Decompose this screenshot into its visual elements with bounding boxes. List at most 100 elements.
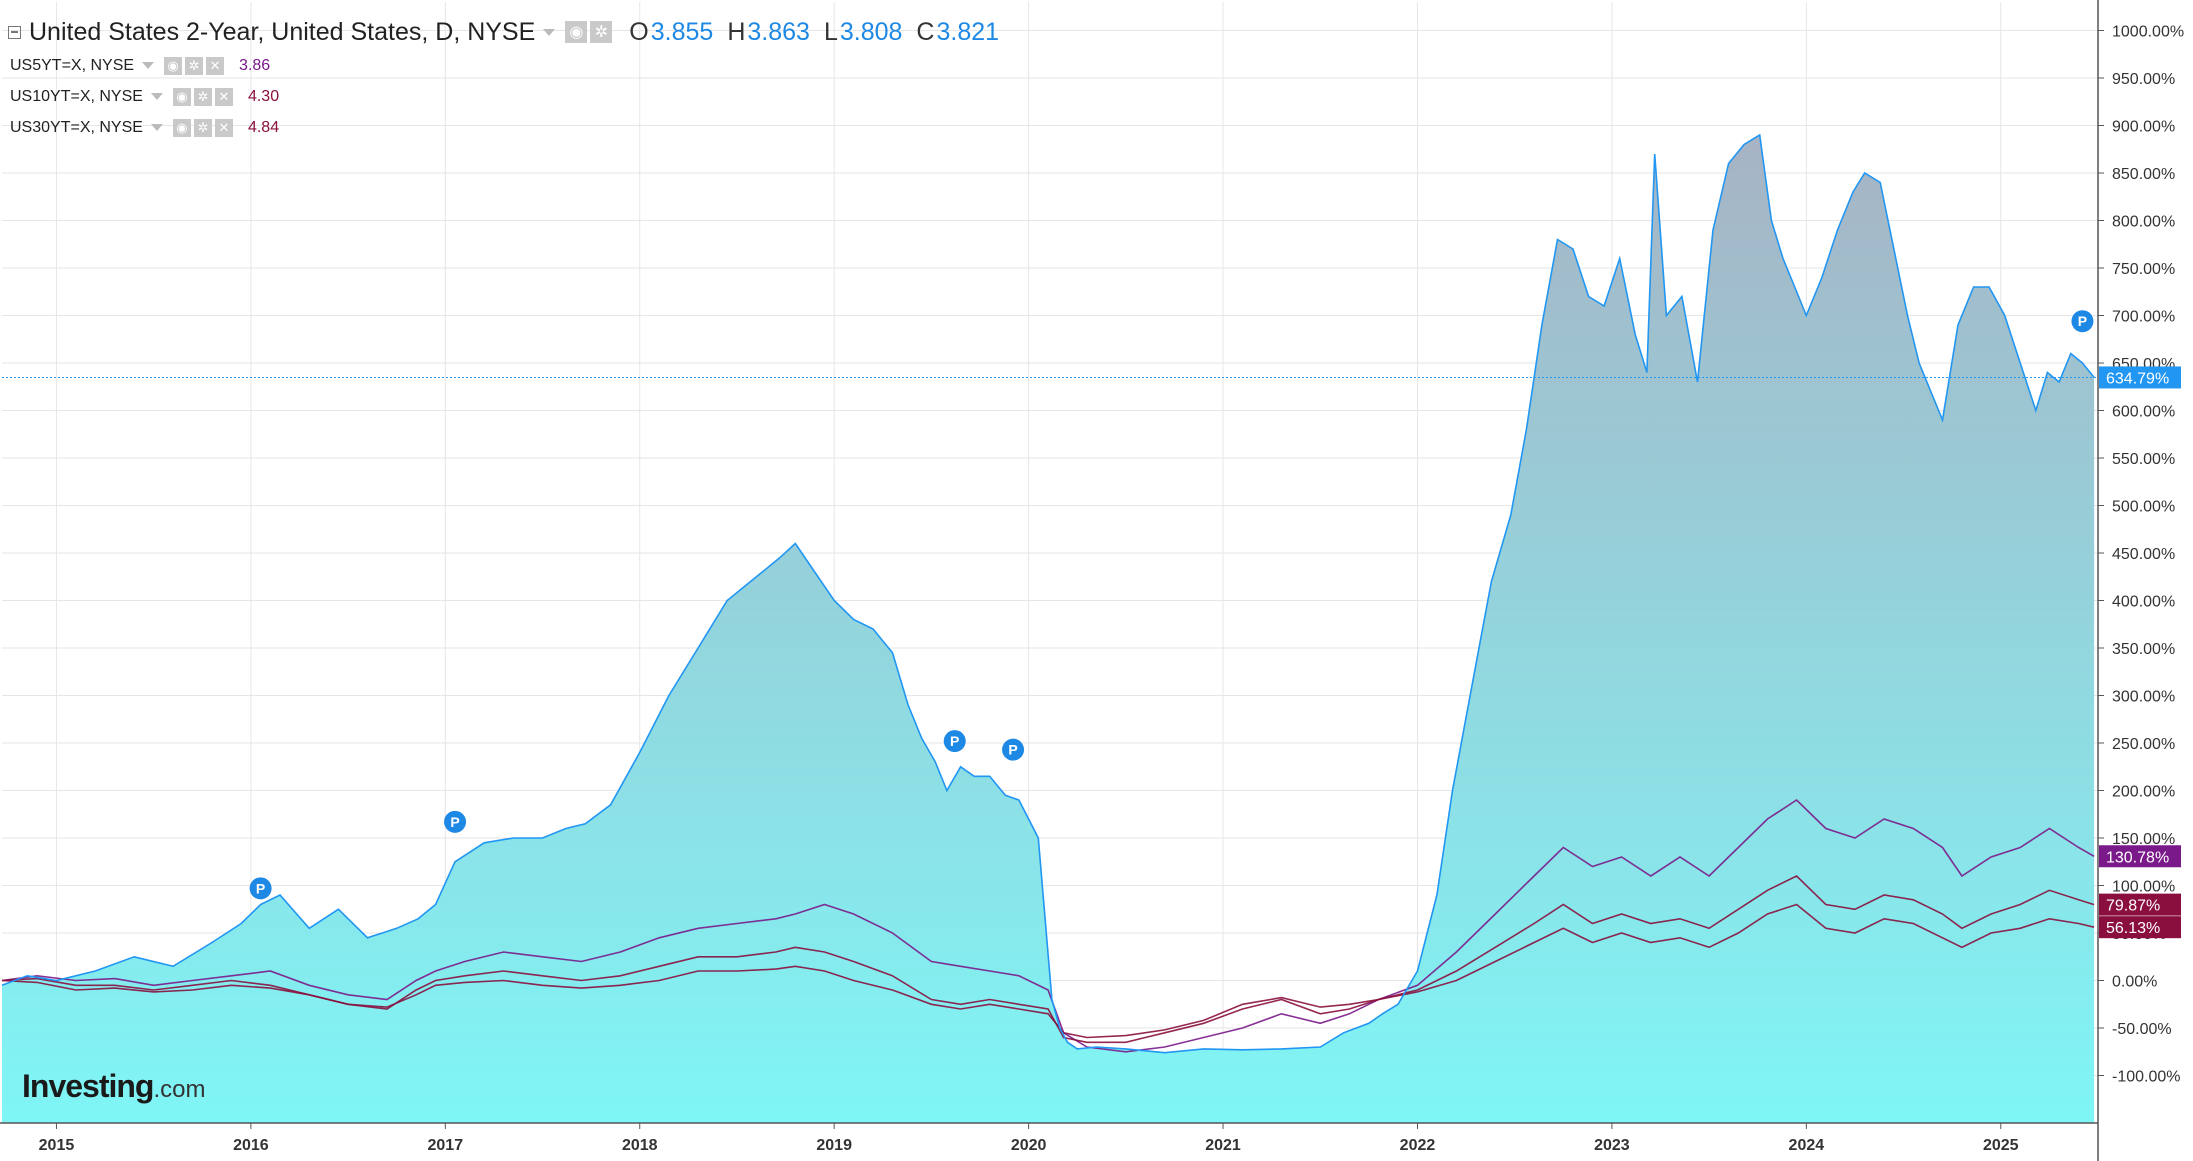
chevron-down-icon[interactable] (543, 28, 556, 36)
last-value-bg (2099, 366, 2181, 389)
marker-dot[interactable] (444, 810, 467, 833)
last-value-text: 79.87% (2106, 898, 2160, 915)
compare-value: 4.30 (247, 87, 280, 105)
y-tick-label: 100.00% (2112, 879, 2175, 896)
x-tick-label: 2025 (1983, 1137, 2019, 1154)
event-markers: P P P P P (249, 310, 2094, 900)
last-value-tag: 130.78% (2099, 845, 2181, 868)
compare-legend-us5y: US5YT=X, NYSE ◉ ✲ ✕ 3.86 (8, 50, 999, 81)
event-marker[interactable]: P (943, 730, 966, 753)
collapse-icon[interactable] (8, 25, 21, 39)
compare-legend-us10y: US10YT=X, NYSE ◉ ✲ ✕ 4.30 (8, 81, 999, 112)
y-tick-label: 200.00% (2112, 784, 2175, 801)
us2y-area (2, 135, 2095, 1123)
y-tick-label: 0.00% (2112, 974, 2157, 991)
last-value-tag: 634.79% (2099, 366, 2181, 389)
x-tick-label: 2022 (1400, 1137, 1436, 1154)
compare-value: 4.84 (247, 118, 280, 136)
close-icon[interactable]: ✕ (214, 87, 233, 106)
last-value-bg (2099, 845, 2181, 868)
y-tick-label: 450.00% (2112, 546, 2175, 563)
gear-icon[interactable]: ✲ (193, 118, 212, 137)
compare-symbol: US10YT=X, NYSE (10, 87, 143, 105)
event-marker[interactable]: P (444, 810, 467, 833)
x-tick-label: 2023 (1594, 1137, 1630, 1154)
y-tick-label: 500.00% (2112, 499, 2175, 516)
chevron-down-icon[interactable] (150, 93, 163, 100)
y-tick-label: 300.00% (2112, 689, 2175, 706)
chevron-down-icon[interactable] (150, 124, 163, 131)
last-value-tag: 56.13% (2099, 916, 2181, 939)
y-tick-label: 700.00% (2112, 309, 2175, 326)
marker-label: P (1008, 742, 1017, 758)
close-icon[interactable]: ✕ (214, 118, 233, 137)
marker-dot[interactable] (1002, 738, 1025, 761)
event-marker[interactable]: P (1002, 738, 1025, 761)
x-tick-label: 2020 (1011, 1137, 1047, 1154)
investing-logo: Investing .com (22, 1068, 205, 1105)
series-line-us5ytx (1, 798, 2095, 1053)
legend-panel: United States 2-Year, United States, D, … (8, 14, 999, 143)
ohlc-low-key: L (823, 17, 838, 46)
series-line-us10ytx (1, 875, 2095, 1044)
marker-label: P (2078, 313, 2087, 329)
ohlc-open-value: 3.855 (650, 17, 714, 46)
y-tick-label: 750.00% (2112, 261, 2175, 278)
eye-icon[interactable]: ◉ (172, 87, 191, 106)
y-tick-label: 400.00% (2112, 594, 2175, 611)
main-series-legend: United States 2-Year, United States, D, … (8, 14, 999, 50)
y-tick-label: 850.00% (2112, 166, 2175, 183)
marker-dot[interactable] (2071, 310, 2094, 333)
event-marker[interactable]: P (2071, 310, 2094, 333)
plot-area[interactable] (1, 133, 2098, 1123)
ohlc-close-key: C (916, 17, 935, 46)
y-tick-label: 600.00% (2112, 404, 2175, 421)
x-tick-label: 2015 (39, 1137, 75, 1154)
x-tick-label: 2024 (1789, 1137, 1825, 1154)
y-tick-label: 950.00% (2112, 71, 2175, 88)
logo-tld: .com (153, 1076, 206, 1103)
event-marker[interactable]: P (249, 877, 272, 900)
gear-icon[interactable]: ✲ (185, 56, 204, 75)
y-tick-label: 1000.00% (2112, 24, 2184, 41)
x-tick-label: 2016 (233, 1137, 269, 1154)
last-value-labels: 634.79% 130.78% 79.87% 56.13% (2099, 366, 2181, 939)
eye-icon[interactable]: ◉ (164, 56, 183, 75)
y-tick-label: 150.00% (2112, 831, 2175, 848)
x-tick-label: 2018 (622, 1137, 658, 1154)
last-value-text: 130.78% (2106, 849, 2169, 866)
us2y-line (1, 133, 2095, 1054)
compare-legend-us30y: US30YT=X, NYSE ◉ ✲ ✕ 4.84 (8, 112, 999, 143)
y-tick-label: 550.00% (2112, 451, 2175, 468)
x-tick-label: 2017 (428, 1137, 464, 1154)
ohlc-low-value: 3.808 (839, 17, 903, 46)
y-tick-label: -50.00% (2112, 1021, 2172, 1038)
ohlc-high-value: 3.863 (747, 17, 810, 46)
gear-icon[interactable]: ✲ (193, 87, 212, 106)
marker-dot[interactable] (943, 730, 966, 753)
compare-symbol: US5YT=X, NYSE (10, 56, 135, 74)
marker-label: P (450, 814, 459, 830)
compare-symbol: US30YT=X, NYSE (10, 118, 143, 136)
logo-wordmark: Investing (22, 1068, 154, 1104)
last-value-text: 634.79% (2106, 370, 2169, 387)
y-tick-label: 250.00% (2112, 736, 2175, 753)
x-tick-label: 2021 (1205, 1137, 1241, 1154)
marker-dot[interactable] (249, 877, 272, 900)
y-tick-label: 900.00% (2112, 119, 2175, 136)
last-value-bg (2099, 893, 2181, 916)
chevron-down-icon[interactable] (142, 62, 155, 69)
ohlc-high-key: H (727, 17, 746, 46)
close-icon[interactable]: ✕ (206, 56, 225, 75)
ohlc-close-value: 3.821 (936, 17, 1000, 46)
marker-label: P (256, 880, 265, 896)
ohlc-open-key: O (629, 17, 649, 46)
marker-label: P (950, 733, 959, 749)
y-tick-label: -100.00% (2112, 1069, 2181, 1086)
series-line-us30ytx (1, 903, 2095, 1039)
eye-icon[interactable]: ◉ (172, 118, 191, 137)
eye-icon[interactable]: ◉ (565, 21, 588, 43)
gear-icon[interactable]: ✲ (590, 21, 613, 43)
compare-value: 3.86 (239, 56, 271, 74)
